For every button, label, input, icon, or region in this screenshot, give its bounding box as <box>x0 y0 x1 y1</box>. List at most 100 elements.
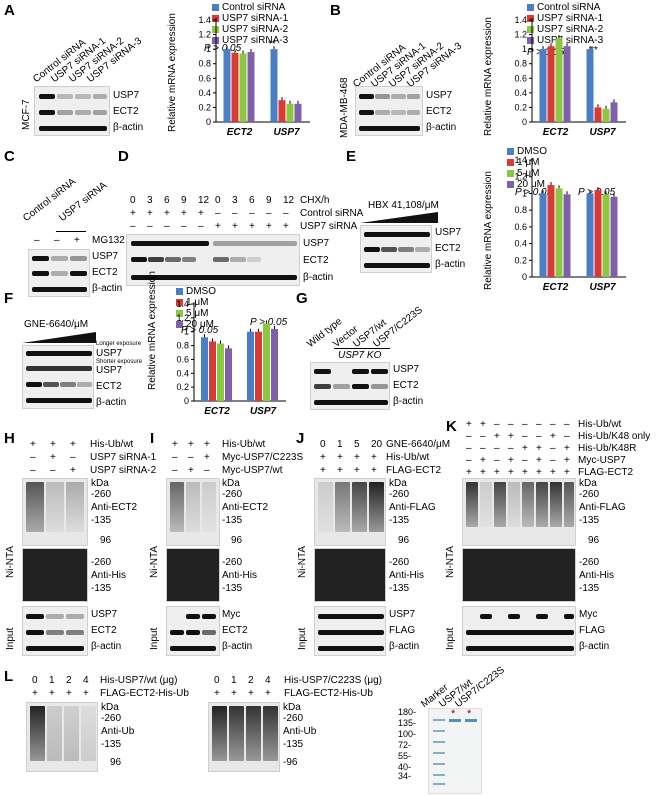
western-blot-ub <box>26 702 98 772</box>
marker-135: -135 <box>101 739 122 750</box>
sign: + <box>50 452 56 463</box>
dose-wedge <box>22 332 96 343</box>
marker-96: 96 <box>110 757 122 768</box>
blot-label-actin: β-actin <box>435 259 466 270</box>
y-tick-label: 1.4 <box>514 15 527 25</box>
category-label: ECT2 <box>204 406 230 417</box>
sign: + <box>466 467 472 478</box>
marker-135: -135 <box>91 515 112 526</box>
sign: + <box>266 221 272 232</box>
p-value: P > 0.05 <box>250 317 288 328</box>
western-blot <box>314 606 386 656</box>
sign: – <box>466 431 472 442</box>
blot-label-actin: β-actin <box>96 397 127 408</box>
sign: + <box>214 688 220 699</box>
antibody-label: Anti-ECT2 <box>91 502 138 513</box>
marker-135: -135 <box>222 515 243 526</box>
sign: + <box>550 431 556 442</box>
blot-label-flag: FLAG <box>579 625 606 636</box>
bar-chart-e: 0 0.2 0.4 0.6 0.8 1 1.2 1.4 ECT2 USP7 <box>514 155 626 293</box>
sign: – <box>522 455 528 466</box>
y-tick-label: 0.4 <box>198 88 211 98</box>
marker-260: -260 <box>283 713 304 724</box>
sign: + <box>320 465 326 476</box>
western-blot-ub <box>462 478 576 546</box>
sign: – <box>249 208 255 219</box>
y-axis-label: Relative mRNA expression <box>167 13 178 132</box>
sign: – <box>550 455 556 466</box>
sign: – <box>34 235 40 246</box>
sign: + <box>32 688 38 699</box>
star-mark: * <box>467 708 472 720</box>
y-tick-label: 1.2 <box>514 30 527 40</box>
western-blot <box>22 345 94 409</box>
bar <box>563 46 571 122</box>
sign: + <box>74 235 80 246</box>
sign: – <box>494 455 500 466</box>
p-value: P > 0.05 <box>515 187 553 198</box>
treatment-label: FLAG-ECT2 <box>578 467 634 478</box>
bar <box>586 193 594 277</box>
sign: – <box>50 465 56 476</box>
time-point: 9 <box>181 195 187 206</box>
bar <box>547 46 555 122</box>
western-blot <box>360 225 432 273</box>
dose: 4 <box>83 675 89 686</box>
marker-260: -260 <box>579 489 600 500</box>
western-blot <box>166 606 220 656</box>
bar <box>247 331 254 401</box>
blot-label-ect2: ECT2 <box>222 625 248 636</box>
blot-label-ect2: ECT2 <box>393 380 419 391</box>
y-tick-label: 0 <box>522 272 527 282</box>
marker-96: 96 <box>398 535 410 546</box>
sign: – <box>536 419 542 430</box>
time-point: 12 <box>283 195 295 206</box>
y-tick-label: 0.6 <box>198 73 211 83</box>
sign: – <box>522 419 528 430</box>
bar <box>223 49 231 123</box>
sign: + <box>215 221 221 232</box>
panel-label-e: E <box>346 148 357 165</box>
bar-chart-b: 0 0.2 0.4 0.6 0.8 1 1.2 1.4 ECT2 USP7 <box>514 15 626 138</box>
p-value: P > 0.05 <box>204 43 242 54</box>
blot-label-usp7: USP7 <box>91 609 118 620</box>
treatment-label: Control siRNA <box>300 208 364 219</box>
dose: 20 <box>371 439 383 450</box>
sign: + <box>66 688 72 699</box>
blot-label-ect2: ECT2 <box>91 625 117 636</box>
treatment-label: GNE-6640/μM <box>386 439 451 450</box>
sign: + <box>536 455 542 466</box>
sign: – <box>550 419 556 430</box>
marker-96: 96 <box>588 535 600 546</box>
blot-label-actin: β-actin <box>113 122 144 133</box>
y-tick-label: 0.6 <box>176 354 189 364</box>
sign: – <box>188 452 194 463</box>
ni-nta-label: Ni-NTA <box>297 545 308 578</box>
marker-260: -260 <box>579 557 600 568</box>
ni-nta-label: Ni-NTA <box>445 545 456 578</box>
time-point: 0 <box>215 195 221 206</box>
y-tick-label: 0 <box>206 117 211 127</box>
treatment-label: HBX 41,108/μM <box>368 200 439 211</box>
sign: + <box>550 467 556 478</box>
bar <box>555 38 563 122</box>
time-point: 6 <box>164 195 170 206</box>
time-point: 3 <box>232 195 238 206</box>
sign: – <box>198 221 204 232</box>
panel-label-l: L <box>4 668 14 685</box>
sign: + <box>130 208 136 219</box>
sign: + <box>508 467 514 478</box>
y-tick-label: 0.2 <box>198 102 211 112</box>
blot-label-myc: Myc <box>579 609 598 620</box>
bar <box>586 49 594 123</box>
bar <box>239 53 247 123</box>
western-blot-his <box>22 548 88 602</box>
y-tick-label: 0.4 <box>176 368 189 378</box>
dose: 0 <box>214 675 220 686</box>
sign: – <box>70 452 76 463</box>
category-label: ECT2 <box>543 282 569 293</box>
blot-label-usp7: USP7 <box>393 364 420 375</box>
sign: + <box>249 221 255 232</box>
sign: + <box>231 688 237 699</box>
y-tick-label: 0.6 <box>514 73 527 83</box>
